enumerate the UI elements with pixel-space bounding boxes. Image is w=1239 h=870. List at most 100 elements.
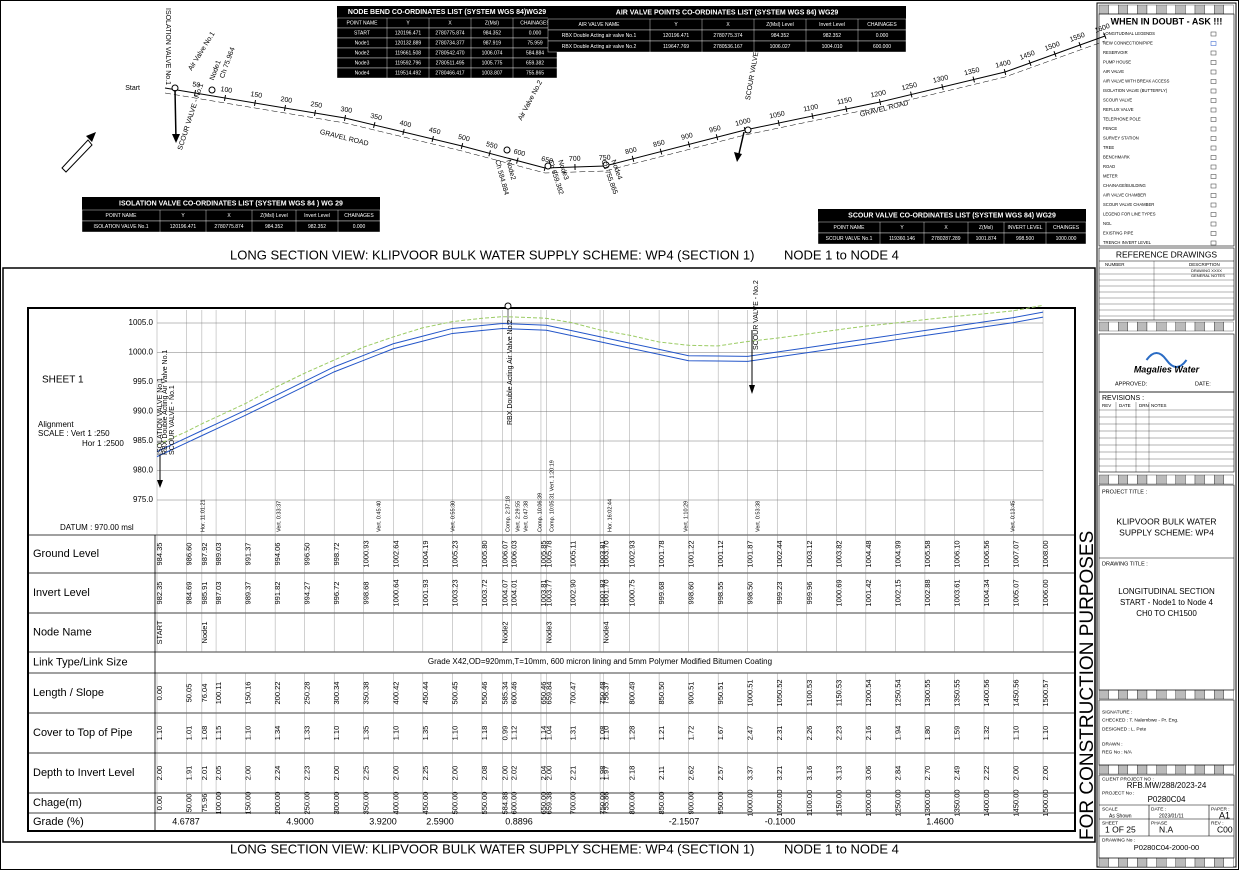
checker (1185, 321, 1196, 332)
cover-value: 1.80 (923, 726, 932, 741)
checker (1194, 4, 1205, 15)
legend-symbol (1210, 117, 1217, 122)
checker (1204, 4, 1215, 15)
checker (1214, 321, 1224, 332)
legend-item: METER (1103, 174, 1118, 179)
cover-value: 2.23 (834, 726, 843, 741)
length-value: 300.34 (332, 682, 341, 705)
table-cell: 2780734.377 (435, 40, 464, 46)
checker (1223, 689, 1234, 700)
legend-symbol (1210, 88, 1217, 94)
value: As Shown (1109, 813, 1132, 819)
checker (1108, 857, 1119, 868)
node-marker (602, 161, 610, 169)
table-cell: SCOUR VALVE No.1 (826, 236, 873, 242)
cover-value: 1.21 (657, 726, 666, 741)
table-cell: 1003.807 (482, 70, 503, 76)
ground-value: 1006.07 (500, 540, 509, 567)
chainage-tick (845, 105, 848, 113)
ground-value: 1004.99 (893, 540, 902, 567)
table-cell: 984.352 (771, 33, 789, 39)
table-header-cell: Z(Msl) (979, 225, 993, 231)
invert-value: 998.60 (687, 582, 696, 605)
length-value: 1150.53 (834, 680, 843, 707)
project-box (1098, 774, 1235, 859)
ground-value: 1003.81 (598, 540, 607, 567)
legend-item: CHAINAGE/BUILDING (1103, 183, 1146, 188)
ground-value: 991.37 (244, 543, 253, 566)
chainage-tick (314, 109, 316, 117)
chage-value: 1400.00 (982, 789, 991, 816)
ref-header: DESCRIPTION (1189, 262, 1220, 267)
angle-label: Vert. 0:47:38 (523, 501, 529, 532)
angle-label: Vert. 0:13:45 (1010, 501, 1016, 532)
level-label: 980.0 (133, 466, 154, 475)
table-cell: START (354, 30, 370, 36)
table-cell: 1006.027 (770, 44, 791, 50)
air-valve-marker (504, 302, 512, 310)
table-header-cell: Z(Msl) (485, 20, 499, 26)
ground-value: 1003.70 (601, 540, 610, 567)
checker (1175, 857, 1186, 868)
ground-value: 1002.64 (391, 540, 400, 567)
checker (1156, 4, 1167, 15)
checker (1127, 689, 1138, 700)
chainage-label: 350 (370, 113, 383, 123)
legend-box (1098, 13, 1235, 247)
table-cell: 2780287.289 (931, 236, 960, 242)
chage-value: 1450.00 (1011, 789, 1020, 816)
checker (1214, 857, 1224, 868)
checker (1194, 321, 1205, 332)
depth-value: 1.91 (185, 766, 194, 781)
checker (1166, 689, 1176, 700)
depth-value: 2.25 (421, 766, 430, 781)
chainage-label: 800 (625, 147, 638, 157)
legend-item: PUMP HOUSE (1103, 60, 1131, 65)
angle-label: Hor. 11:01:21 (200, 499, 206, 532)
ground-value: 1003.82 (834, 540, 843, 567)
label: DATE : (1151, 806, 1166, 812)
grade-value: 4.9000 (286, 816, 314, 826)
chage-value: 1200.00 (864, 789, 873, 816)
invert-value: 1003.23 (450, 579, 459, 606)
level-label: 1005.0 (129, 318, 154, 327)
ground-value: 1005.78 (544, 540, 553, 567)
invert-value: 1003.77 (544, 579, 553, 606)
length-value: 800.49 (628, 682, 637, 705)
drawn: DRAWN : (1102, 741, 1123, 747)
table-cell: 119514.492 (395, 70, 421, 76)
valve-label: RBX Double Acting Air Valve No.1 (162, 350, 169, 455)
chage-value: 1350.00 (952, 789, 961, 816)
chainage-label: 200 (280, 96, 293, 105)
checker (1137, 4, 1148, 15)
legend-symbol (1210, 221, 1217, 227)
chainage-label: 1050 (769, 110, 786, 120)
checker (1127, 4, 1138, 15)
table-cell: 584.884 (526, 50, 544, 56)
checker (1185, 4, 1196, 15)
legend-symbol (1210, 41, 1217, 46)
table-cell: 1000.000 (1056, 236, 1077, 242)
table-cell: 0.000 (876, 33, 889, 39)
chainage-label: 900 (681, 132, 694, 142)
depth-value: 2.22 (982, 766, 991, 781)
depth-value: 2.23 (303, 766, 312, 781)
length-value: 900.51 (687, 682, 696, 705)
cover-value: 1.59 (952, 726, 961, 741)
warning: WHEN IN DOUBT - ASK !!! (1111, 16, 1223, 26)
drawing-title: CH0 TO CH1500 (1136, 609, 1197, 618)
checker (1137, 764, 1148, 775)
chage-value: 950.00 (716, 792, 725, 815)
checker (1156, 764, 1167, 775)
table-header-cell: CHAINGES (1053, 225, 1080, 231)
table-row (336, 67, 558, 79)
reference-box (1098, 247, 1235, 321)
chage-value: 75.96 (200, 794, 209, 813)
angle-label: Vert. 0:55:30 (450, 501, 456, 532)
chainage-tick (402, 128, 405, 136)
chage-value: 900.00 (687, 792, 696, 815)
table-cell: 659.382 (526, 60, 544, 66)
invert-value: 1001.42 (864, 579, 873, 606)
row-label: Invert Level (33, 587, 90, 599)
chainage-tick (284, 104, 286, 112)
